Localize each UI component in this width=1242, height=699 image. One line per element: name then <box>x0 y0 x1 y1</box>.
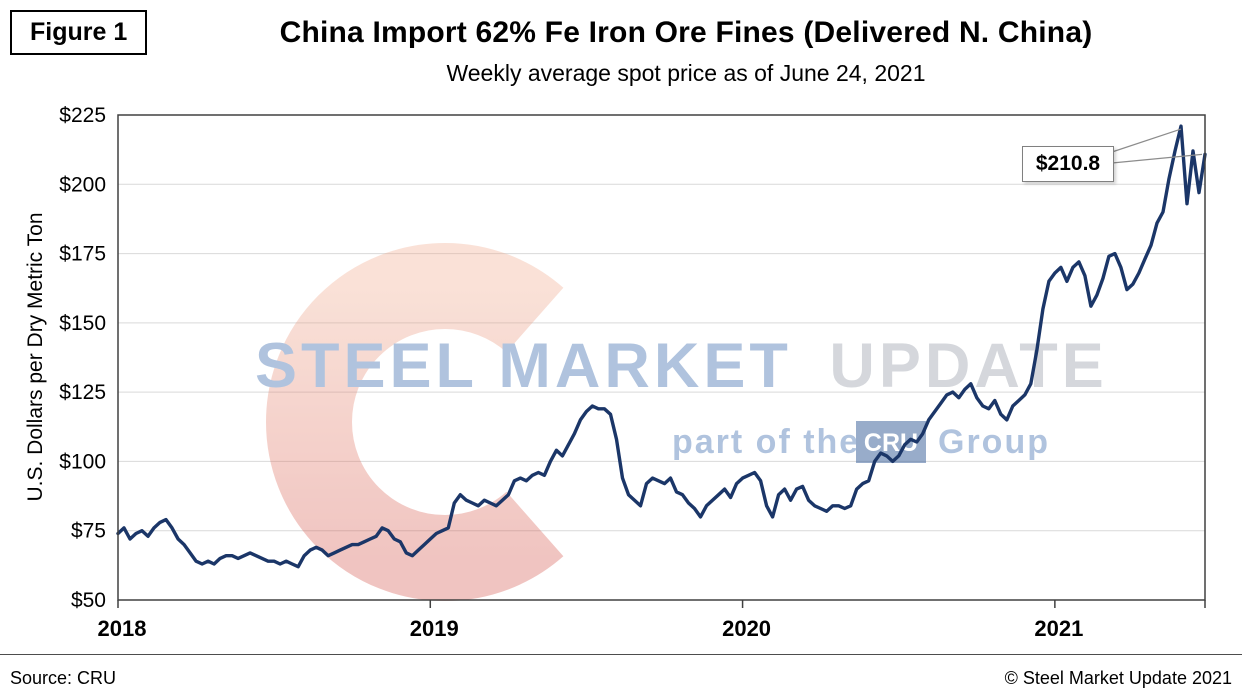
x-tick-label: 2020 <box>722 616 771 641</box>
figure-badge: Figure 1 <box>10 10 148 55</box>
y-tick-label: $50 <box>71 589 106 612</box>
y-tick-label: $150 <box>59 312 106 335</box>
leader-line-last-point <box>1111 153 1203 164</box>
watermark-update-text: UPDATE <box>829 331 1107 401</box>
annotation-callout: $210.8 <box>1022 146 1114 182</box>
x-tick-label: 2018 <box>98 616 147 641</box>
x-tick-label: 2021 <box>1034 616 1083 641</box>
y-tick-label: $100 <box>59 450 106 473</box>
watermark-steel-market-text: STEEL MARKET <box>255 331 792 401</box>
y-tick-label: $75 <box>71 520 106 543</box>
watermark-group-text: Group <box>938 423 1050 461</box>
copyright-text: © Steel Market Update 2021 <box>1004 668 1232 688</box>
leader-line-peak <box>1111 128 1182 153</box>
y-tick-label: $175 <box>59 243 106 266</box>
watermark: STEEL MARKET UPDATE part of the CRU Grou… <box>255 243 1108 601</box>
watermark-part-of-the-text: part of the <box>672 423 860 461</box>
axes: $50 $75 $100 $125 $150 $175 $200 $225 2018 2019 20… <box>59 104 1206 641</box>
annotation-leader-lines <box>1111 128 1203 164</box>
watermark-crescent-icon <box>266 243 624 601</box>
watermark-text-line1: STEEL MARKET UPDATE <box>255 331 1108 401</box>
cru-logo-text: CRU <box>864 429 918 457</box>
price-line-layer <box>116 124 1207 569</box>
plot-border <box>117 114 1206 601</box>
price-line <box>116 124 1207 569</box>
chart-subtitle: Weekly average spot price as of June 24,… <box>446 60 926 86</box>
y-tick-label: $225 <box>59 104 106 127</box>
price-chart-svg: STEEL MARKET UPDATE part of the CRU Grou… <box>59 104 1207 641</box>
y-tick-label: $125 <box>59 381 106 404</box>
source-text: Source: CRU <box>10 668 117 688</box>
footer-divider <box>0 654 1242 655</box>
chart-title: China Import 62% Fe Iron Ore Fines (Deli… <box>279 16 1093 49</box>
x-tick-label: 2019 <box>410 616 459 641</box>
y-tick-label: $200 <box>59 173 106 196</box>
